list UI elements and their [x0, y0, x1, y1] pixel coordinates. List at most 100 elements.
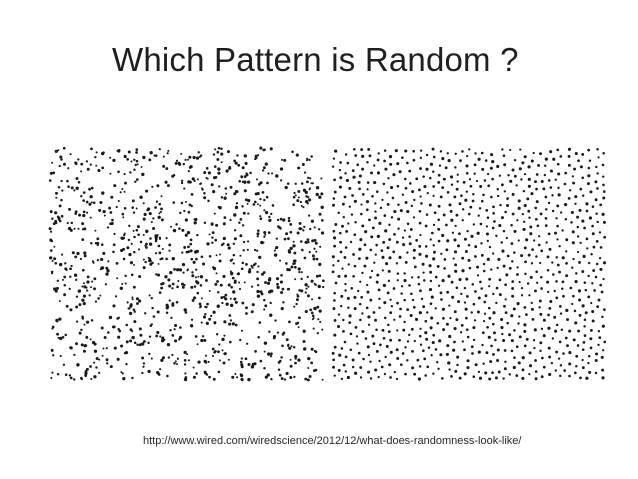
dot [90, 377, 93, 380]
dot [51, 161, 54, 164]
dot [133, 235, 136, 239]
dot [304, 283, 308, 287]
dot [280, 377, 284, 380]
dot [269, 354, 273, 358]
dot [491, 177, 494, 181]
dot [167, 356, 170, 359]
dot [310, 361, 314, 365]
dot [151, 185, 154, 188]
dot [91, 280, 94, 283]
dot [371, 226, 375, 230]
dot [192, 155, 196, 160]
dot [442, 317, 445, 320]
dot [232, 290, 236, 294]
dot [461, 269, 465, 273]
dot [357, 289, 360, 293]
dot [320, 192, 324, 196]
dot [389, 298, 392, 301]
dot [75, 177, 79, 181]
dot [522, 189, 526, 193]
dot [469, 184, 473, 188]
dot [417, 377, 421, 381]
dot [601, 376, 605, 380]
source-url-link[interactable]: http://www.wired.com/wiredscience/2012/1… [143, 435, 522, 447]
dot [415, 239, 418, 242]
dot [401, 193, 405, 196]
dot [270, 352, 273, 356]
dot [234, 372, 237, 376]
dot [497, 370, 501, 374]
dot [294, 361, 297, 365]
dot [473, 172, 476, 175]
dot [347, 306, 350, 309]
dot [551, 261, 554, 264]
dot [256, 232, 260, 236]
dot [411, 350, 414, 353]
dot [243, 180, 247, 184]
dot [408, 284, 411, 287]
dot [540, 276, 543, 279]
dot [572, 181, 575, 185]
dot [366, 188, 369, 191]
dot [276, 285, 280, 289]
dot [202, 315, 207, 319]
dot [280, 179, 283, 182]
dot [61, 335, 65, 339]
dot [191, 271, 194, 274]
dot [135, 228, 139, 232]
dot [344, 282, 347, 286]
dot [267, 231, 271, 234]
dot [398, 170, 402, 174]
dot [439, 195, 443, 199]
dot [406, 161, 409, 165]
dot [68, 287, 71, 291]
dot [88, 187, 91, 191]
dot [81, 315, 84, 318]
dot [344, 370, 348, 373]
dot [280, 291, 284, 294]
dot [136, 178, 139, 181]
dot [309, 177, 312, 180]
dot [492, 211, 495, 215]
dot [279, 374, 282, 377]
dot [126, 301, 129, 304]
dot [577, 289, 582, 293]
dot [61, 253, 64, 256]
dot [84, 374, 88, 378]
dot [129, 261, 134, 265]
dot [288, 346, 292, 350]
dot [354, 221, 357, 224]
dot [401, 156, 404, 159]
dot [530, 159, 534, 163]
dot [165, 167, 169, 170]
dot [217, 291, 220, 294]
dot [266, 281, 271, 285]
dot [194, 276, 198, 279]
dot [485, 209, 489, 212]
dot [59, 336, 63, 341]
dot [225, 302, 229, 306]
dot [512, 365, 516, 370]
dot [399, 363, 403, 367]
dot [337, 211, 340, 215]
dot [600, 290, 604, 294]
dot [422, 175, 425, 178]
dot [200, 255, 204, 259]
dot [426, 191, 429, 195]
dot [281, 344, 284, 348]
dot [426, 365, 430, 369]
dot [173, 268, 176, 271]
dot [509, 148, 512, 152]
dot [279, 259, 282, 262]
dot [169, 329, 172, 332]
dot [362, 357, 365, 361]
dot [111, 218, 114, 222]
dot [472, 338, 476, 342]
dot [344, 172, 347, 175]
dot [49, 230, 53, 233]
dot [266, 181, 269, 185]
dot [69, 228, 73, 232]
dot [117, 316, 120, 319]
dot [98, 358, 101, 361]
dot [80, 343, 84, 347]
